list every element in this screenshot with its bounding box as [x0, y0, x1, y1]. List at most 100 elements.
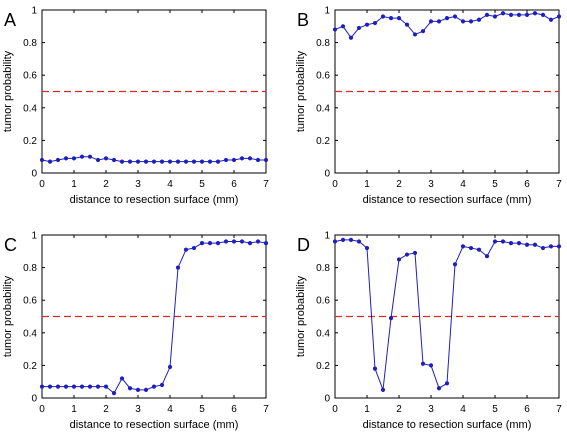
data-point — [143, 387, 149, 392]
data-point — [87, 154, 93, 159]
data-point — [548, 244, 554, 249]
x-tick-label: 0 — [332, 179, 338, 190]
x-tick-label: 2 — [396, 179, 402, 190]
data-point — [119, 159, 125, 164]
data-point — [548, 17, 554, 22]
x-tick-label: 1 — [71, 404, 77, 415]
y-tick-label: 0.2 — [23, 361, 37, 372]
data-point — [71, 156, 77, 161]
y-tick-label: 0.8 — [316, 263, 330, 274]
y-tick-label: 0 — [324, 169, 330, 180]
data-point — [508, 12, 514, 17]
x-tick-label: 6 — [524, 179, 530, 190]
data-point — [396, 257, 402, 262]
data-point — [223, 239, 229, 244]
x-axis-label: distance to resection surface (mm) — [363, 419, 532, 431]
x-tick-label: 0 — [39, 404, 45, 415]
data-point — [388, 16, 394, 21]
panel-label: D — [297, 235, 310, 255]
x-axis-label: distance to resection surface (mm) — [70, 419, 239, 431]
data-point — [47, 159, 53, 164]
data-point — [420, 29, 426, 34]
data-point — [151, 159, 157, 164]
data-point — [159, 382, 165, 388]
data-point — [332, 239, 338, 244]
data-point — [39, 157, 45, 163]
x-tick-label: 5 — [492, 404, 498, 415]
data-point — [380, 14, 386, 19]
data-point — [167, 159, 173, 164]
data-point — [356, 25, 362, 31]
data-point — [516, 241, 522, 246]
data-point — [103, 384, 109, 389]
y-tick-label: 1 — [324, 231, 330, 242]
data-point — [444, 16, 450, 21]
data-point — [55, 384, 61, 389]
data-point — [79, 154, 85, 159]
data-point — [484, 12, 490, 17]
y-tick-label: 0.2 — [316, 361, 330, 372]
data-point — [556, 14, 562, 19]
y-tick-label: 0.2 — [23, 136, 37, 147]
data-point — [63, 384, 69, 389]
data-point — [452, 262, 458, 267]
data-point — [175, 159, 181, 164]
data-point — [540, 12, 546, 17]
data-point — [356, 239, 362, 244]
y-tick-label: 0.2 — [316, 136, 330, 147]
data-point — [492, 239, 498, 244]
data-point — [167, 364, 173, 370]
y-tick-label: 0.6 — [316, 296, 330, 307]
data-point — [207, 159, 213, 164]
x-tick-label: 3 — [135, 179, 141, 190]
x-tick-label: 6 — [231, 179, 237, 190]
data-point — [119, 376, 125, 381]
data-point — [364, 245, 370, 251]
x-tick-label: 5 — [199, 179, 205, 190]
data-point — [428, 19, 434, 24]
data-point — [468, 245, 474, 251]
data-point — [476, 247, 482, 252]
data-point — [255, 157, 261, 163]
data-point — [364, 22, 370, 27]
data-point — [87, 384, 93, 389]
y-axis-label: tumor probability — [295, 50, 307, 132]
data-point — [532, 11, 538, 16]
panel-label: A — [4, 10, 16, 30]
data-point — [332, 27, 338, 32]
data-point — [71, 384, 77, 389]
x-tick-label: 1 — [364, 179, 370, 190]
x-tick-label: 4 — [167, 404, 173, 415]
data-point — [420, 361, 426, 366]
x-tick-label: 2 — [103, 404, 109, 415]
y-tick-label: 0.4 — [316, 103, 330, 114]
data-point — [500, 239, 506, 244]
x-tick-label: 7 — [556, 404, 562, 415]
y-tick-label: 0.6 — [23, 71, 37, 82]
data-point — [231, 157, 237, 163]
data-point — [412, 32, 418, 37]
data-point — [63, 156, 69, 161]
x-tick-label: 3 — [428, 404, 434, 415]
data-point — [380, 387, 386, 392]
data-point — [111, 157, 117, 163]
data-point — [372, 366, 378, 371]
data-point — [436, 386, 442, 391]
y-tick-label: 0.6 — [316, 71, 330, 82]
x-tick-label: 1 — [71, 179, 77, 190]
data-point — [135, 159, 141, 164]
data-point — [340, 24, 346, 29]
data-point — [231, 239, 237, 244]
data-point — [540, 245, 546, 251]
data-point — [239, 239, 245, 244]
x-axis-label: distance to resection surface (mm) — [363, 194, 532, 206]
data-point — [460, 244, 466, 249]
x-tick-label: 7 — [263, 179, 269, 190]
data-point — [183, 159, 189, 164]
x-tick-label: 5 — [199, 404, 205, 415]
data-point — [263, 157, 269, 163]
data-point — [255, 239, 261, 244]
x-tick-label: 4 — [460, 179, 466, 190]
chart-panel-d: D 0 1 2 3 4 5 6 7 0 0.2 0.4 0.6 0.8 1 distance to resec… — [295, 231, 562, 432]
